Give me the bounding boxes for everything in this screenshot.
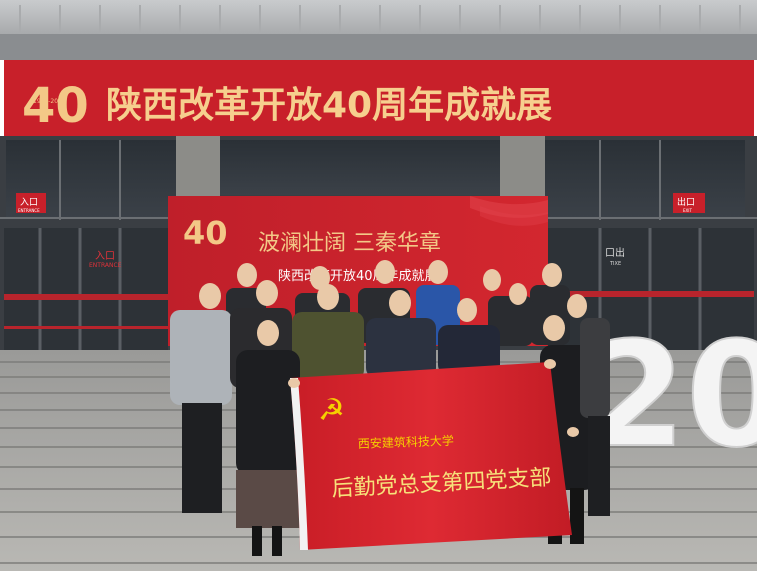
- hands: [288, 359, 579, 437]
- banner-logo-number: 40: [22, 78, 89, 134]
- entrance-sign-en: ENTRANCE: [18, 208, 40, 213]
- exit-door-cn: 口出: [605, 246, 625, 259]
- entrance-sign: 入口 ENTRANCE: [16, 193, 46, 213]
- installation-numbers: 20: [585, 311, 757, 480]
- banner-title: 陕西改革开放40周年成就展: [106, 85, 552, 126]
- entrance-door-cn: 入口: [95, 251, 115, 262]
- entrance-door-en: ENTRANCE: [89, 262, 122, 269]
- exit-door-en: TIXE: [609, 261, 621, 267]
- entrance-sign-cn: 入口: [20, 197, 38, 208]
- flag-university: 西安建筑科技大学: [358, 433, 454, 451]
- number-installation: 20: [584, 310, 757, 481]
- exit-sign: 出口 EXIT: [673, 193, 705, 213]
- party-flag: ☭ 西安建筑科技大学 后勤党总支第四党支部: [290, 362, 572, 550]
- backdrop-logo-number: 40: [183, 214, 228, 252]
- exit-sign-en: EXIT: [683, 208, 692, 213]
- exit-sign-cn: 出口: [677, 196, 695, 208]
- top-banner: 40 1978-2018 陕西改革开放40周年成就展: [4, 60, 754, 136]
- backdrop-slogan: 波澜壮阔 三秦华章: [258, 231, 441, 256]
- flag-emblem: ☭: [318, 393, 345, 428]
- exit-door-sign: 口出 TIXE: [605, 246, 625, 267]
- backdrop-subtitle: 陕西改革开放40周年成就展: [278, 269, 438, 284]
- banner-logo-years: 1978-2018: [33, 98, 66, 105]
- entrance-door-sign: 入口 ENTRANCE: [89, 251, 122, 269]
- roof: [0, 0, 757, 60]
